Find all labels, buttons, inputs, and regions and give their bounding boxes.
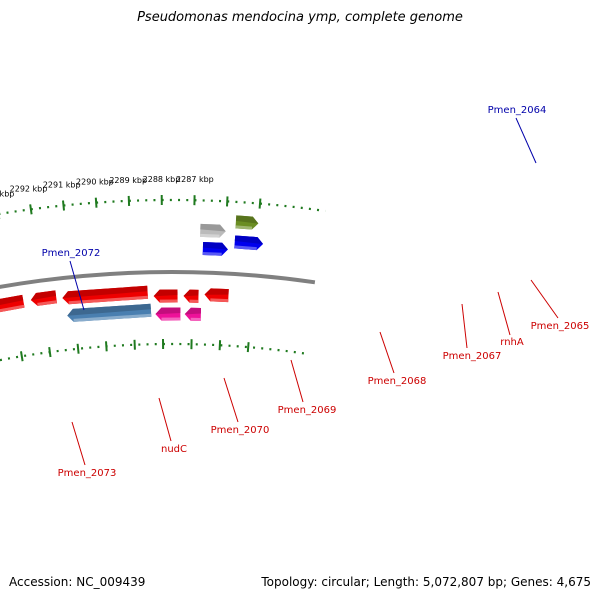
accession-text: Accession: NC_009439 (9, 575, 146, 589)
gene-label-leader (71, 421, 86, 466)
outer-ruler-major-tick (258, 198, 262, 209)
gene-label: Pmen_2067 (443, 351, 502, 362)
cds-pmen-2068-highlight (73, 313, 152, 322)
cds-pmen-2067-shade (155, 307, 181, 315)
cds-pmen-2068 (67, 303, 152, 322)
ruler-label: 2293 kbp (0, 189, 14, 198)
cds-pmen-2064 (200, 223, 226, 238)
cds-pmen-2069-shade (30, 290, 57, 301)
backbone-group (0, 270, 316, 289)
cds-pmen-2067-highlight (161, 317, 181, 321)
gene-label-leader (497, 291, 511, 336)
cds-pmen-2067 (155, 307, 181, 321)
cds-pmen-2064-shade (200, 223, 226, 232)
gene-label-leader (379, 331, 395, 374)
cds-red-2067 (153, 289, 178, 303)
inner-ruler-major-tick (218, 340, 222, 351)
cds-pmen-2070-shade (0, 294, 24, 311)
outer-ruler-major-tick (29, 204, 33, 215)
feature-group (0, 215, 264, 322)
cds-rnha (184, 307, 202, 321)
ruler-label: 2288 kbp (143, 175, 181, 184)
outer-ruler (0, 198, 326, 216)
cds-olive-2062-shade (235, 215, 259, 224)
cds-pmen-2069 (30, 290, 58, 306)
ruler-label: 2287 kbp (176, 175, 214, 184)
cds-pmen-2070 (0, 294, 25, 317)
cds-blue-2061-highlight (234, 245, 257, 251)
gene-label: Pmen_2069 (278, 405, 337, 416)
gene-label-leader (158, 397, 172, 442)
gene-label-leader (69, 260, 85, 311)
inner-ruler-major-tick (105, 341, 108, 352)
ruler-label: 2290 kbp (76, 178, 114, 187)
cds-rnha-shade (184, 307, 202, 315)
cds-blue-2063-highlight (202, 251, 222, 256)
inner-ruler-major-tick (76, 343, 80, 354)
cds-rnha-red-highlight (189, 299, 199, 303)
gene-label: Pmen_2065 (531, 321, 590, 332)
cds-red-2068-highlight (68, 295, 149, 305)
gene-label-leader (461, 303, 468, 349)
gene-label-leader (515, 117, 537, 164)
cds-red-2068 (62, 285, 149, 305)
ruler-label: 2289 kbp (109, 176, 147, 185)
gene-label: rnhA (500, 337, 524, 348)
gene-label: Pmen_2073 (58, 468, 117, 479)
label-group: 2297 kbp2296 kbp2295 kbp2294 kbp2293 kbp… (0, 105, 589, 479)
cds-pmen-2064-highlight (200, 233, 220, 238)
gene-label-leader (290, 359, 304, 403)
cds-olive-2062 (235, 215, 259, 230)
outer-ruler-major-tick (62, 200, 65, 211)
ruler-label: 2291 kbp (43, 181, 81, 190)
outer-ruler-major-tick (226, 196, 229, 207)
ruler-group (0, 194, 326, 362)
gene-label-leader (223, 377, 239, 423)
genome-backbone (0, 270, 316, 289)
gene-label: Pmen_2072 (42, 248, 101, 259)
cds-blue-2061-shade (234, 235, 264, 245)
inner-ruler (0, 342, 305, 362)
outer-ruler-major-tick (94, 197, 98, 208)
cds-blue-2063-shade (202, 241, 228, 250)
cds-pmen-2065-shade (204, 288, 229, 295)
cds-blue-2063 (202, 241, 228, 256)
cds-red-2067-highlight (159, 299, 178, 303)
cds-rnha-highlight (190, 317, 201, 321)
cds-pmen-2065 (204, 288, 229, 303)
cds-red-2068-shade (62, 285, 148, 299)
gene-label: Pmen_2068 (368, 376, 427, 387)
inner-ruler-major-tick (48, 346, 52, 358)
gene-label: nudC (161, 444, 187, 455)
cds-rnha-red (183, 289, 199, 303)
cds-olive-2062-highlight (235, 225, 253, 230)
summary-text: Topology: circular; Length: 5,072,807 bp… (261, 575, 591, 589)
gene-label: Pmen_2070 (211, 425, 270, 436)
ruler-label: 2292 kbp (10, 185, 48, 194)
inner-ruler-major-tick (20, 351, 24, 362)
cds-pmen-2069-highlight (37, 300, 58, 306)
cds-pmen-2068-shade (67, 303, 151, 316)
cds-red-2067-shade (153, 289, 178, 297)
cds-pmen-2070-highlight (0, 304, 25, 317)
cds-blue-2061 (234, 235, 264, 251)
gene-label: Pmen_2064 (488, 105, 547, 116)
inner-ruler-major-tick (246, 342, 250, 353)
map-title: Pseudomonas mendocina ymp, complete geno… (137, 10, 463, 25)
cds-pmen-2065-highlight (210, 298, 229, 303)
cds-rnha-red-shade (183, 289, 199, 297)
gene-label-leader (530, 279, 559, 319)
